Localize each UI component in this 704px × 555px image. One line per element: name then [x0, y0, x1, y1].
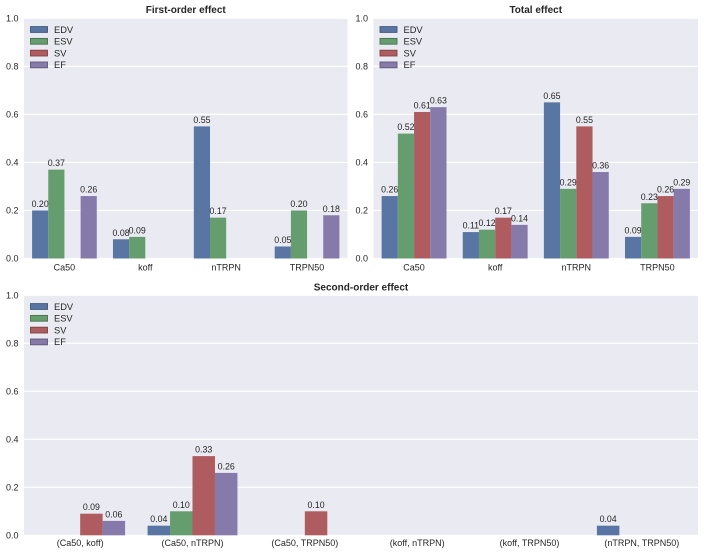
svg-text:0.36: 0.36: [592, 161, 609, 171]
svg-text:Ca50: Ca50: [54, 263, 76, 273]
svg-text:(Ca50, TRPN50): (Ca50, TRPN50): [271, 538, 338, 548]
svg-text:0.09: 0.09: [129, 225, 146, 235]
svg-text:(Ca50, koff): (Ca50, koff): [57, 538, 104, 548]
svg-text:EF: EF: [54, 60, 66, 70]
svg-text:0.04: 0.04: [600, 514, 617, 524]
svg-text:0.2: 0.2: [355, 206, 368, 216]
svg-text:0.2: 0.2: [6, 483, 19, 493]
svg-text:ESV: ESV: [404, 37, 423, 47]
svg-text:0.8: 0.8: [6, 339, 19, 349]
svg-text:0.55: 0.55: [193, 115, 210, 125]
svg-text:0.10: 0.10: [308, 500, 325, 510]
svg-text:0.05: 0.05: [274, 235, 291, 245]
svg-text:0.6: 0.6: [355, 110, 368, 120]
svg-text:SV: SV: [54, 48, 67, 58]
svg-text:0.10: 0.10: [173, 500, 190, 510]
svg-text:0.26: 0.26: [218, 461, 235, 471]
svg-text:0.2: 0.2: [6, 206, 19, 216]
svg-text:0.63: 0.63: [430, 96, 447, 106]
svg-text:1.0: 1.0: [6, 291, 19, 301]
svg-text:nTRPN: nTRPN: [562, 263, 592, 273]
svg-text:0.4: 0.4: [355, 158, 368, 168]
svg-text:0.6: 0.6: [6, 110, 19, 120]
svg-text:TRPN50: TRPN50: [290, 263, 325, 273]
svg-text:Ca50: Ca50: [403, 263, 425, 273]
svg-text:(koff, TRPN50): (koff, TRPN50): [500, 538, 560, 548]
svg-text:0.18: 0.18: [323, 204, 340, 214]
svg-text:0.26: 0.26: [657, 185, 674, 195]
svg-text:0.06: 0.06: [105, 509, 122, 519]
svg-text:0.61: 0.61: [414, 100, 431, 110]
svg-text:EDV: EDV: [54, 302, 74, 312]
svg-text:0.37: 0.37: [48, 158, 65, 168]
svg-text:0.09: 0.09: [83, 502, 100, 512]
svg-text:0.14: 0.14: [511, 213, 528, 223]
svg-text:TRPN50: TRPN50: [640, 263, 675, 273]
svg-text:0.0: 0.0: [355, 254, 368, 264]
svg-text:0.08: 0.08: [112, 228, 129, 238]
svg-text:0.8: 0.8: [355, 62, 368, 72]
svg-text:0.4: 0.4: [6, 158, 19, 168]
svg-text:koff: koff: [488, 263, 503, 273]
svg-text:0.8: 0.8: [6, 62, 19, 72]
svg-text:0.55: 0.55: [576, 115, 593, 125]
svg-text:0.52: 0.52: [397, 122, 414, 132]
svg-text:0.0: 0.0: [6, 531, 19, 541]
svg-text:First-order effect: First-order effect: [146, 5, 227, 16]
svg-text:nTRPN: nTRPN: [211, 263, 241, 273]
svg-text:EF: EF: [54, 337, 66, 347]
svg-text:ESV: ESV: [54, 37, 73, 47]
svg-text:1.0: 1.0: [355, 14, 368, 24]
svg-text:0.20: 0.20: [32, 199, 49, 209]
svg-text:ESV: ESV: [54, 314, 73, 324]
svg-text:0.65: 0.65: [543, 91, 560, 101]
svg-text:0.26: 0.26: [381, 185, 398, 195]
svg-text:EF: EF: [404, 60, 416, 70]
svg-text:0.23: 0.23: [641, 192, 658, 202]
svg-text:0.29: 0.29: [560, 177, 577, 187]
svg-text:SV: SV: [54, 325, 67, 335]
svg-text:0.0: 0.0: [6, 254, 19, 264]
svg-text:0.12: 0.12: [479, 218, 496, 228]
svg-text:(koff, nTRPN): (koff, nTRPN): [390, 538, 445, 548]
svg-text:Total effect: Total effect: [509, 5, 562, 16]
svg-text:0.17: 0.17: [210, 206, 227, 216]
svg-text:0.20: 0.20: [290, 199, 307, 209]
svg-text:0.6: 0.6: [6, 387, 19, 397]
svg-text:0.33: 0.33: [195, 445, 212, 455]
svg-text:Second-order effect: Second-order effect: [314, 282, 409, 293]
svg-text:(nTRPN, TRPN50): (nTRPN, TRPN50): [604, 538, 679, 548]
svg-text:0.17: 0.17: [495, 206, 512, 216]
svg-text:1.0: 1.0: [6, 14, 19, 24]
svg-text:0.4: 0.4: [6, 435, 19, 445]
svg-text:0.04: 0.04: [150, 514, 167, 524]
svg-text:(Ca50, nTRPN): (Ca50, nTRPN): [161, 538, 223, 548]
svg-text:EDV: EDV: [404, 25, 424, 35]
svg-text:0.26: 0.26: [80, 185, 97, 195]
svg-text:0.29: 0.29: [673, 177, 690, 187]
svg-text:SV: SV: [404, 48, 417, 58]
svg-text:0.11: 0.11: [463, 221, 480, 231]
svg-text:koff: koff: [138, 263, 153, 273]
svg-text:EDV: EDV: [54, 25, 74, 35]
svg-text:0.09: 0.09: [625, 225, 642, 235]
